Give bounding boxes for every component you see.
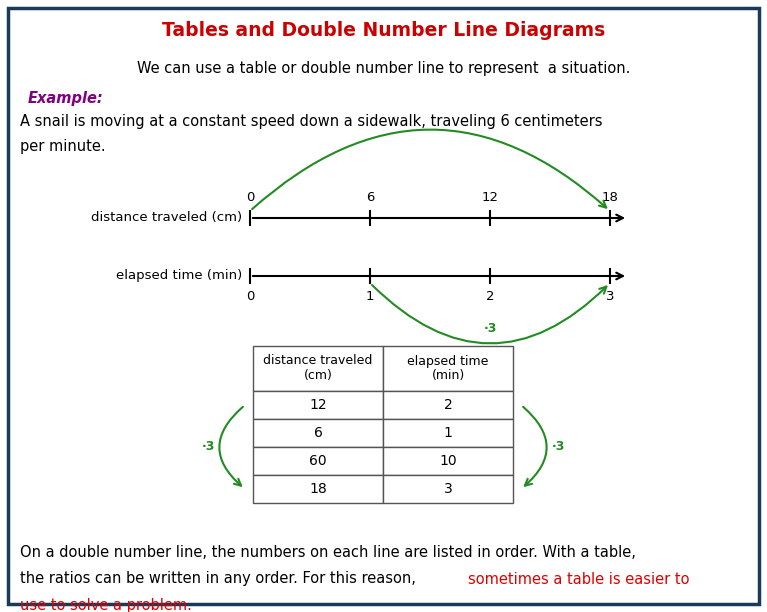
- Text: 1: 1: [443, 426, 453, 440]
- Text: Tables and Double Number Line Diagrams: Tables and Double Number Line Diagrams: [162, 20, 605, 40]
- Text: Example:: Example:: [28, 91, 104, 105]
- Bar: [383, 475, 513, 503]
- Bar: [383, 346, 513, 391]
- Text: the ratios can be written in any order. For this reason,: the ratios can be written in any order. …: [20, 572, 420, 586]
- Bar: [253, 447, 383, 475]
- Text: 12: 12: [309, 398, 327, 412]
- Text: On a double number line, the numbers on each line are listed in order. With a ta: On a double number line, the numbers on …: [20, 545, 636, 560]
- Text: 3: 3: [443, 482, 453, 496]
- Text: 3: 3: [606, 290, 614, 303]
- Text: per minute.: per minute.: [20, 140, 106, 154]
- Text: ·3: ·3: [483, 321, 497, 335]
- Bar: [383, 419, 513, 447]
- Text: sometimes a table is easier to: sometimes a table is easier to: [468, 572, 690, 586]
- Bar: [253, 475, 383, 503]
- Bar: [383, 391, 513, 419]
- Text: 0: 0: [245, 191, 254, 204]
- Text: ·3: ·3: [551, 441, 565, 453]
- Bar: [253, 391, 383, 419]
- Text: We can use a table or double number line to represent  a situation.: We can use a table or double number line…: [137, 61, 630, 75]
- Text: elapsed time (min): elapsed time (min): [116, 269, 242, 283]
- Text: 60: 60: [309, 454, 327, 468]
- Text: distance traveled
(cm): distance traveled (cm): [263, 354, 373, 382]
- Text: 2: 2: [443, 398, 453, 412]
- Text: 6: 6: [314, 426, 322, 440]
- Text: 1: 1: [366, 290, 374, 303]
- Text: elapsed time
(min): elapsed time (min): [407, 354, 489, 382]
- Text: 12: 12: [482, 191, 499, 204]
- Text: 10: 10: [439, 454, 457, 468]
- Text: distance traveled (cm): distance traveled (cm): [91, 212, 242, 225]
- Bar: [253, 419, 383, 447]
- Text: A snail is moving at a constant speed down a sidewalk, traveling 6 centimeters: A snail is moving at a constant speed do…: [20, 114, 603, 130]
- Text: 18: 18: [601, 191, 618, 204]
- Text: ·3: ·3: [201, 441, 215, 453]
- Text: 0: 0: [245, 290, 254, 303]
- Text: 18: 18: [309, 482, 327, 496]
- Text: 2: 2: [486, 290, 494, 303]
- Bar: [383, 447, 513, 475]
- Text: use to solve a problem.: use to solve a problem.: [20, 598, 192, 612]
- Text: 6: 6: [366, 191, 374, 204]
- Bar: [253, 346, 383, 391]
